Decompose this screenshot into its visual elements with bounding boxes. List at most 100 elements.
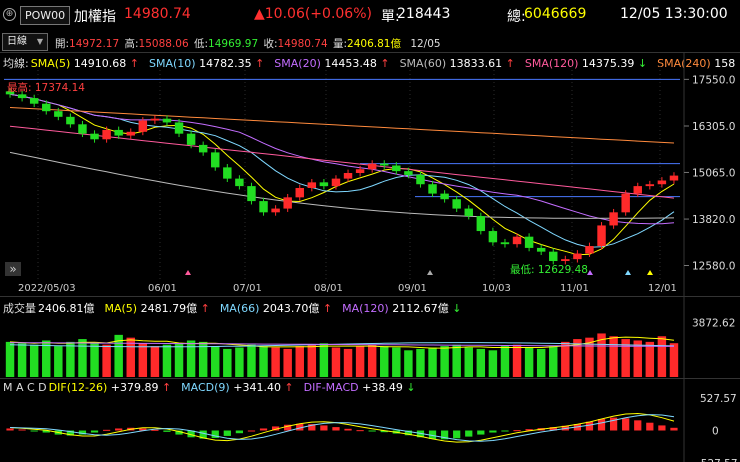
legend-value: 14453.48 (320, 57, 377, 70)
candle-body (17, 94, 27, 99)
candle-body (211, 152, 220, 168)
volume-bar (126, 337, 135, 377)
macd-histogram-bar (223, 430, 231, 436)
macd-histogram-bar (549, 427, 557, 431)
price-axis-label: 13820.0 (692, 214, 735, 226)
period-select[interactable]: 日線 ▼ (2, 33, 48, 51)
volume-legend: 成交量 2406.81億 MA(5) 2481.79億 ↑ MA(66) 2043.7… (3, 300, 461, 316)
volume-bar (428, 347, 437, 377)
legend-label: SMA(20) (274, 57, 321, 70)
macd-histogram-bar (453, 430, 461, 439)
volume-bar (452, 344, 461, 377)
volume-ma-line (9, 342, 674, 347)
low-annotation: 最低: 12629.48 (510, 264, 588, 276)
volume-bar (392, 347, 401, 377)
macd-histogram-bar (320, 425, 328, 431)
macd-histogram-bar (18, 429, 26, 431)
macd-histogram-bar (259, 428, 268, 431)
macd-signal-line (9, 414, 675, 442)
separator (0, 296, 740, 297)
price-axis-label: 16305.0 (692, 121, 735, 133)
macd-histogram-bar (175, 430, 183, 435)
symbol-input[interactable]: POW00 (20, 6, 70, 25)
volume-bar (259, 346, 268, 377)
macd-histogram-bar (597, 418, 606, 431)
total-volume-value: 6046669 (524, 6, 587, 22)
macd-histogram-bar (90, 430, 99, 433)
macd-histogram-bar (525, 429, 533, 431)
event-marker-icon (647, 270, 653, 275)
macd-dif-line (9, 412, 675, 443)
macd-axis-label: 527.57 (700, 393, 737, 405)
macd-histogram-bar (102, 429, 111, 431)
volume-bar (66, 341, 75, 377)
macd-histogram-bar (78, 430, 87, 435)
volume-bar (54, 346, 63, 377)
legend-value: 14375.39 (578, 57, 635, 70)
candle-body (150, 118, 160, 121)
ma-line-5 (9, 93, 675, 256)
legend-value: 13833.61 (446, 57, 503, 70)
legend-label: SMA(5) (30, 57, 71, 70)
candle-body (488, 231, 498, 243)
volume-bar (42, 340, 51, 377)
macd-histogram-bar (284, 424, 292, 431)
volume-bar (669, 343, 679, 377)
macd-histogram-bar (115, 428, 123, 431)
legend-direction: ↓ (402, 381, 416, 394)
legend-direction: ↑ (251, 57, 265, 70)
volume-value: 2406.81億 (347, 38, 401, 50)
legend-item: SMA(60) 13833.61 ↑ (400, 57, 515, 70)
macd-histogram-bar (308, 424, 316, 431)
candle-body (331, 178, 341, 187)
candle-body (283, 197, 292, 209)
candle-body (645, 184, 655, 187)
close-label: 收: (263, 38, 278, 50)
legend-item: MACD(9) +341.40 ↑ (181, 381, 293, 394)
volume-bar (657, 336, 667, 377)
macd-legend-prefix: M A C D (3, 381, 47, 394)
legend-direction: ↑ (280, 381, 294, 394)
legend-value: 2112.67億 (388, 302, 449, 315)
macd-histogram-bar (585, 421, 594, 431)
candle-body (597, 225, 606, 247)
ma-legend-prefix: 均線: (3, 57, 29, 70)
macd-histogram-bar (30, 430, 38, 432)
volume-bar (561, 341, 570, 377)
separator (0, 378, 740, 379)
legend-direction: ↓ (634, 57, 648, 70)
candle-body (259, 201, 268, 213)
candle-body (476, 216, 486, 232)
candle-body (573, 253, 582, 260)
volume-bar (102, 344, 111, 377)
legend-value: +38.49 (358, 381, 403, 394)
bar-date: 12/05 (410, 38, 441, 50)
volume-bar (549, 346, 558, 377)
macd-histogram-bar (271, 426, 280, 431)
volume-bar (488, 350, 498, 377)
legend-direction: ↑ (158, 381, 172, 394)
volume-legend-prefix: 成交量 (3, 302, 36, 315)
event-marker-icon (185, 270, 191, 275)
legend-label: DIF-MACD (303, 381, 359, 394)
separator (0, 52, 740, 53)
volume-bar (524, 347, 534, 377)
volume-bar (536, 348, 546, 377)
macd-histogram-bar (622, 418, 630, 431)
candle-body (343, 173, 353, 179)
volume-bar (114, 334, 123, 377)
candle-body (271, 208, 280, 213)
legend-value: 14782.35 (195, 57, 252, 70)
macd-histogram-bar (66, 430, 75, 436)
macd-histogram-bar (151, 429, 159, 431)
volume-bar (29, 344, 39, 377)
ma-line-60 (9, 151, 675, 219)
expand-icon[interactable]: » (5, 262, 21, 276)
low-label: 低: (194, 38, 209, 50)
quote-datetime: 12/05 13:30:00 (620, 6, 728, 22)
candle-body (198, 144, 208, 153)
menu-toggle-icon[interactable]: ⊕ (3, 8, 16, 21)
legend-label: SMA(10) (149, 57, 196, 70)
candle-body (66, 116, 75, 125)
